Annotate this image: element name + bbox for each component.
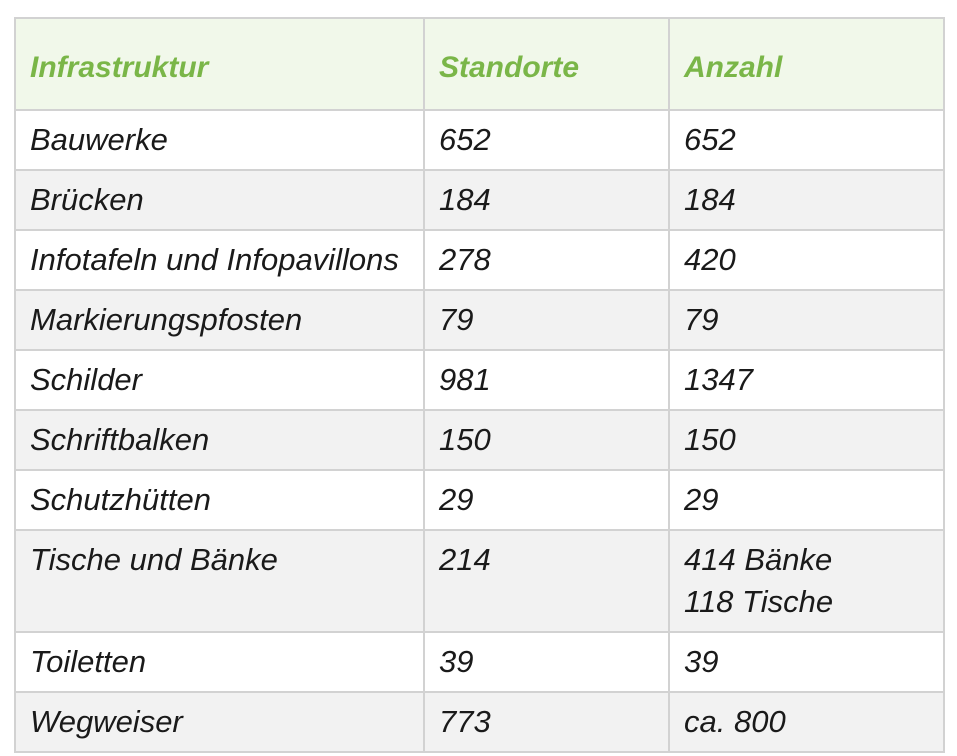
cell-infrastruktur: Schriftbalken (14, 409, 425, 471)
cell-standorte: 278 (423, 229, 670, 291)
cell-anzahl: 39 (668, 631, 945, 693)
cell-anzahl-line: 414 Bänke (684, 542, 833, 577)
table-row: Schriftbalken 150 150 (14, 409, 945, 471)
cell-anzahl: 1347 (668, 349, 945, 411)
cell-infrastruktur: Tische und Bänke (14, 529, 425, 633)
cell-standorte: 39 (423, 631, 670, 693)
column-header-anzahl: Anzahl (668, 17, 945, 111)
infrastructure-table: Infrastruktur Standorte Anzahl Bauwerke … (14, 17, 945, 753)
cell-standorte: 981 (423, 349, 670, 411)
cell-infrastruktur: Brücken (14, 169, 425, 231)
cell-infrastruktur: Bauwerke (14, 109, 425, 171)
cell-infrastruktur: Schilder (14, 349, 425, 411)
cell-standorte: 652 (423, 109, 670, 171)
cell-anzahl: 652 (668, 109, 945, 171)
cell-anzahl-line: 118 Tische (684, 584, 834, 619)
cell-anzahl: 29 (668, 469, 945, 531)
header-row: Infrastruktur Standorte Anzahl (14, 17, 945, 111)
table-row: Schilder 981 1347 (14, 349, 945, 411)
cell-standorte: 214 (423, 529, 670, 633)
table-row: Bauwerke 652 652 (14, 109, 945, 171)
cell-standorte: 150 (423, 409, 670, 471)
cell-standorte: 79 (423, 289, 670, 351)
cell-anzahl: 414 Bänke 118 Tische (668, 529, 945, 633)
table-row: Toiletten 39 39 (14, 631, 945, 693)
column-header-infrastruktur: Infrastruktur (14, 17, 425, 111)
cell-anzahl: 420 (668, 229, 945, 291)
cell-standorte: 773 (423, 691, 670, 753)
cell-anzahl: ca. 800 (668, 691, 945, 753)
table-row: Schutzhütten 29 29 (14, 469, 945, 531)
cell-infrastruktur: Schutzhütten (14, 469, 425, 531)
cell-infrastruktur: Toiletten (14, 631, 425, 693)
table-row: Tische und Bänke 214 414 Bänke 118 Tisch… (14, 529, 945, 633)
cell-anzahl: 184 (668, 169, 945, 231)
table-row: Markierungspfosten 79 79 (14, 289, 945, 351)
cell-standorte: 29 (423, 469, 670, 531)
cell-infrastruktur: Infotafeln und Infopavillons (14, 229, 425, 291)
cell-anzahl: 79 (668, 289, 945, 351)
cell-anzahl: 150 (668, 409, 945, 471)
cell-infrastruktur: Wegweiser (14, 691, 425, 753)
column-header-standorte: Standorte (423, 17, 670, 111)
table-row: Brücken 184 184 (14, 169, 945, 231)
cell-infrastruktur: Markierungspfosten (14, 289, 425, 351)
cell-standorte: 184 (423, 169, 670, 231)
table-row: Infotafeln und Infopavillons 278 420 (14, 229, 945, 291)
table-row: Wegweiser 773 ca. 800 (14, 691, 945, 753)
